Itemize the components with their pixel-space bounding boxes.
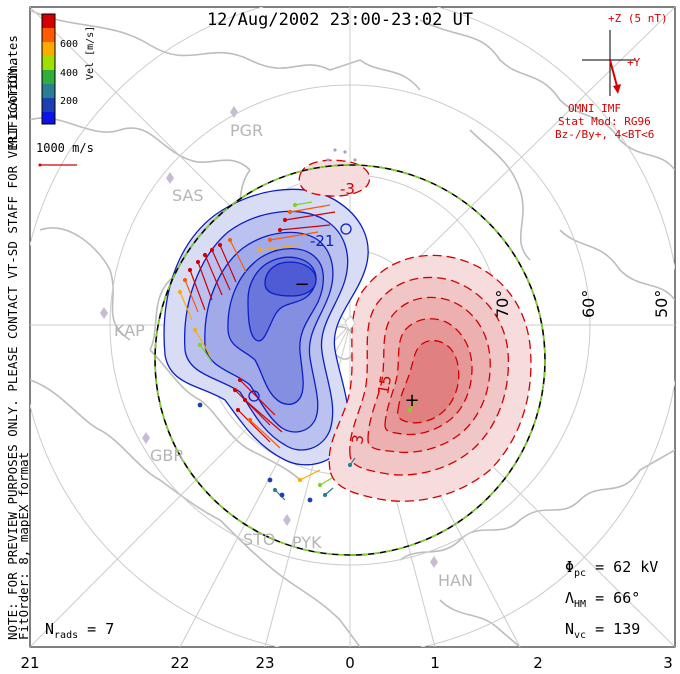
radar-count: Nrads = 7: [45, 620, 114, 641]
latitude-label-70: 70°: [493, 290, 512, 318]
map-statistics: Φpc = 62 kV ΛHM = 66° Nvc = 139 Nrads = …: [45, 558, 658, 641]
station-label-han: HAN: [438, 571, 473, 590]
station-label-pyk: PYK: [292, 533, 322, 552]
polar-cap-points: [326, 148, 357, 162]
mlt-label-22: 22: [170, 654, 189, 672]
pole-marker: [344, 315, 356, 331]
imf-model: Stat Mod: RG96: [558, 115, 651, 128]
potential-minimum-marker: −: [294, 274, 309, 295]
station-label-sas: SAS: [172, 186, 204, 205]
cross-polar-potential: Φpc = 62 kV: [565, 558, 658, 579]
hm-boundary-model-vectors: [154, 164, 546, 556]
colorbar-swatch: [42, 98, 55, 112]
contour-marker: [248, 390, 260, 402]
latitude-label-50: 50°: [652, 290, 671, 318]
vector-count: Nvc = 139: [565, 620, 640, 641]
velocity-vectors: [177, 201, 416, 503]
station-label-pgr: PGR: [230, 121, 263, 140]
station-markers: [100, 106, 438, 568]
mlt-label-3: 3: [663, 654, 673, 672]
preview-note: NOTE: FOR PREVIEW PURPOSES ONLY. PLEASE …: [5, 61, 20, 640]
mlt-label-21: 21: [20, 654, 39, 672]
map-title: 12/Aug/2002 23:00-23:02 UT: [207, 10, 473, 30]
contour-label: -21: [310, 232, 335, 250]
contour-label: 3: [348, 433, 367, 446]
contour-label: -3: [340, 180, 355, 198]
colorbar-swatch: [42, 42, 55, 56]
hm-latitude: ΛHM = 66°: [565, 589, 640, 610]
colorbar-swatch: [42, 112, 55, 124]
colorbar-tick: 200: [60, 96, 78, 107]
colorbar-swatch: [42, 70, 55, 84]
velocity-scale-origin: [38, 163, 42, 167]
velocity-scale-label: 1000 m/s: [36, 141, 94, 155]
potential-maximum-marker: +: [404, 390, 419, 411]
colorbar-label: Vel [m/s]: [85, 26, 96, 80]
imf-by-label: +Y: [627, 56, 641, 69]
colorbar-swatch: [42, 56, 55, 70]
imf-condition: Bz-/By+, 4<BT<6: [555, 128, 654, 141]
colorbar-swatch: [42, 84, 55, 98]
positive-potential-cell: [298, 159, 532, 502]
mlt-label-0: 0: [345, 654, 355, 672]
coastlines: [30, 9, 675, 647]
contour-label: 15: [374, 374, 395, 396]
station-label-sto: STO: [243, 530, 276, 549]
imf-source: OMNI IMF: [568, 102, 621, 115]
coordinates-label: MLT coordinates: [5, 35, 20, 148]
latitude-label-60: 60°: [579, 290, 598, 318]
imf-clock: +Z (5 nT) +Y OMNI IMF Stat Mod: RG96 Bz-…: [555, 12, 668, 141]
contour-marker: [340, 223, 352, 235]
station-label-kap: KAP: [114, 321, 145, 340]
mlt-label-1: 1: [430, 654, 440, 672]
colorbar-tick: 400: [60, 68, 78, 79]
colorbar-swatch: [42, 14, 55, 28]
velocity-colorbar: 600 400 200 Vel [m/s]: [41, 13, 96, 125]
imf-bz-label: +Z (5 nT): [608, 12, 668, 25]
colorbar-swatch: [42, 28, 55, 42]
station-label-gbr: GBR: [150, 446, 185, 465]
mlt-label-2: 2: [533, 654, 543, 672]
mlt-label-23: 23: [255, 654, 274, 672]
fit-order-note: FitOrder: 8, mapEX format: [16, 452, 31, 640]
colorbar-tick: 600: [60, 39, 78, 50]
